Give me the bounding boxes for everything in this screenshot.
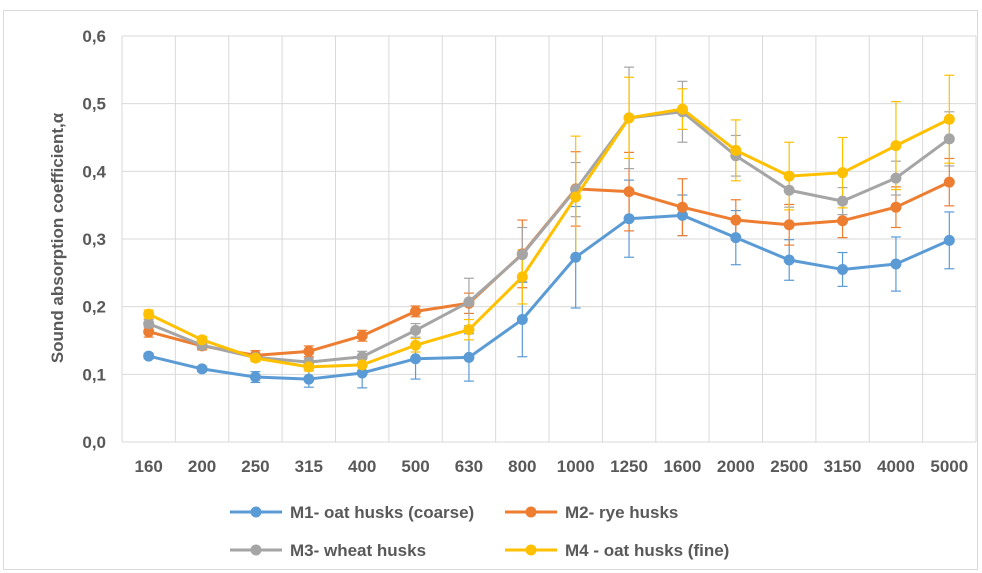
series-1 <box>143 209 955 385</box>
series-line <box>148 107 950 369</box>
y-tick-label: 0,6 <box>82 27 106 46</box>
data-point <box>837 263 849 275</box>
data-point <box>570 191 582 203</box>
data-point <box>783 170 795 182</box>
legend-label: M2- rye husks <box>565 503 678 522</box>
legend-marker <box>250 544 262 556</box>
legend-item: M1- oat husks (coarse) <box>230 503 474 522</box>
y-tick-label: 0,2 <box>82 298 106 317</box>
data-point <box>623 186 635 198</box>
data-point <box>249 352 261 364</box>
series-line <box>148 213 950 381</box>
data-point <box>890 201 902 213</box>
data-point <box>410 339 422 351</box>
y-axis-title: Sound absorption coefficient,α <box>48 112 67 363</box>
legend-item: M4 - oat husks (fine) <box>505 541 729 560</box>
data-point <box>570 251 582 263</box>
data-point <box>143 318 155 330</box>
x-tick-label: 5000 <box>930 457 968 476</box>
data-point <box>676 201 688 213</box>
data-point <box>303 361 315 373</box>
legend-label: M3- wheat husks <box>290 541 426 560</box>
data-point <box>783 254 795 266</box>
x-tick-label: 2500 <box>770 457 808 476</box>
series-4 <box>143 103 955 373</box>
data-point <box>410 305 422 317</box>
legend: M1- oat husks (coarse) M2- rye husks M3- w… <box>230 503 729 560</box>
y-tick-label: 0,5 <box>82 95 106 114</box>
legend-item: M3- wheat husks <box>230 541 426 560</box>
data-point <box>196 363 208 375</box>
data-point <box>516 314 528 326</box>
data-point <box>196 334 208 346</box>
y-tick-label: 0,1 <box>82 365 106 384</box>
x-tick-label: 4000 <box>877 457 915 476</box>
data-point <box>356 330 368 342</box>
x-tick-label: 250 <box>241 457 269 476</box>
data-point <box>410 324 422 336</box>
data-point <box>516 249 528 261</box>
data-point <box>676 209 688 221</box>
data-point <box>730 214 742 226</box>
legend-marker <box>525 506 537 518</box>
data-point <box>463 351 475 363</box>
data-point <box>356 367 368 379</box>
data-point <box>783 184 795 196</box>
series-line <box>148 110 951 364</box>
x-tick-label: 400 <box>348 457 376 476</box>
x-tick-label: 800 <box>508 457 536 476</box>
data-point <box>837 167 849 179</box>
legend-marker <box>525 544 537 556</box>
data-point <box>890 140 902 152</box>
data-point <box>730 232 742 244</box>
x-tick-label: 1600 <box>664 457 702 476</box>
series <box>143 103 955 385</box>
x-tick-label: 200 <box>188 457 216 476</box>
x-tick-label: 1250 <box>610 457 648 476</box>
x-tick-label: 1000 <box>557 457 595 476</box>
data-point <box>623 213 635 225</box>
x-axis-ticks: 160 200 250 315 400 500 630 800 1000 1250 1600 2000… <box>135 457 969 476</box>
legend-item: M2- rye husks <box>505 503 678 522</box>
data-point <box>249 371 261 383</box>
data-point <box>837 195 849 207</box>
x-tick-label: 630 <box>455 457 483 476</box>
y-tick-label: 0,0 <box>82 433 106 452</box>
legend-marker <box>250 506 262 518</box>
x-tick-label: 3150 <box>824 457 862 476</box>
data-point <box>143 350 155 362</box>
data-point <box>943 133 955 145</box>
data-point <box>463 324 475 336</box>
data-point <box>303 373 315 385</box>
data-point <box>837 215 849 227</box>
y-tick-label: 0,3 <box>82 230 106 249</box>
x-tick-label: 500 <box>401 457 429 476</box>
legend-label: M4 - oat husks (fine) <box>565 541 729 560</box>
data-point <box>783 219 795 231</box>
data-point <box>143 326 155 338</box>
x-tick-label: 160 <box>135 457 163 476</box>
data-point <box>143 308 155 320</box>
y-tick-label: 0,4 <box>82 162 106 181</box>
data-point <box>303 345 315 357</box>
data-point <box>356 351 368 363</box>
data-point <box>623 112 635 124</box>
data-point <box>676 103 688 115</box>
data-point <box>410 353 422 365</box>
gridlines <box>121 35 977 443</box>
data-point <box>890 258 902 270</box>
y-axis-ticks: 0,0 0,1 0,2 0,3 0,4 0,5 0,6 <box>82 27 106 452</box>
x-tick-label: 315 <box>295 457 323 476</box>
x-tick-label: 2000 <box>717 457 755 476</box>
data-point <box>943 113 955 125</box>
data-point <box>356 359 368 371</box>
data-point <box>943 176 955 188</box>
data-point <box>463 296 475 308</box>
data-point <box>516 271 528 283</box>
legend-label: M1- oat husks (coarse) <box>290 503 474 522</box>
data-point <box>943 234 955 246</box>
data-point <box>890 172 902 184</box>
data-point <box>730 144 742 156</box>
